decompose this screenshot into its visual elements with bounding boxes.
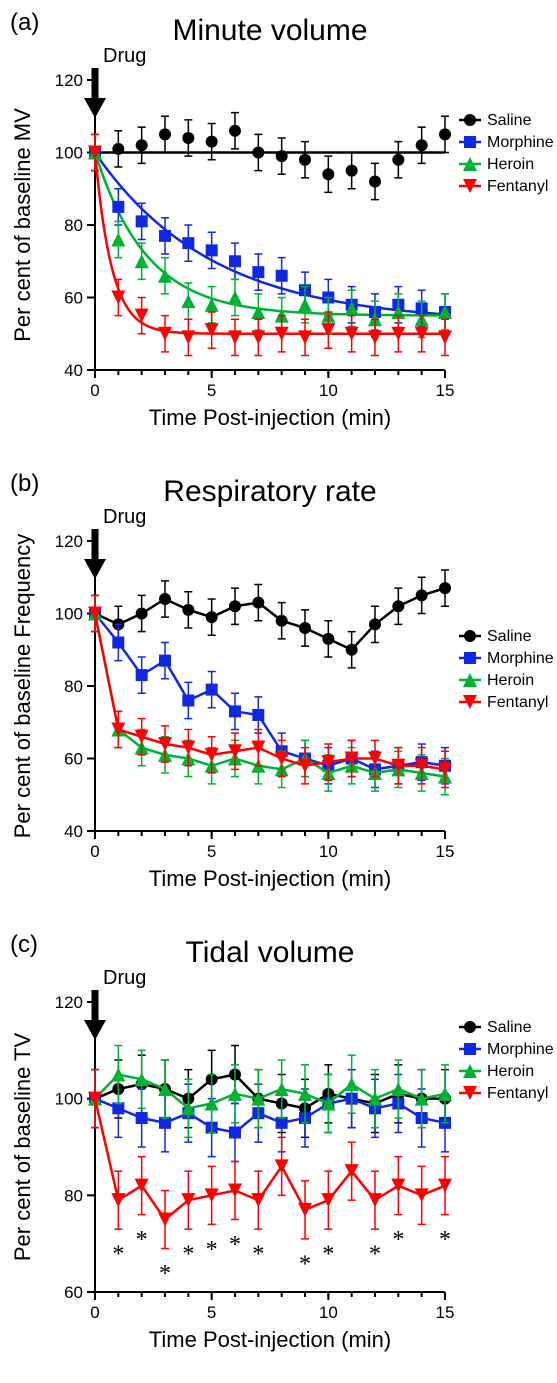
series-line-saline	[95, 588, 445, 650]
significance-marker: *	[112, 1242, 124, 1268]
y-axis-title: Per cent of baseline TV	[10, 1033, 35, 1262]
x-tick-label: 10	[319, 1303, 338, 1322]
figure-stack: (a) Minute volume 0 5 10 15 Time Post-injectio…	[0, 0, 557, 1383]
panel-b: (b) Respiratory rate 0 5 10 15 Time Post-injec…	[0, 461, 557, 922]
series-line-fentanyl	[95, 614, 445, 770]
significance-marker: *	[182, 1242, 194, 1268]
significance-marker: *	[229, 1232, 241, 1258]
y-tick-label: 100	[55, 605, 83, 624]
fit-curve-morphine	[95, 153, 445, 315]
x-tick-label: 0	[90, 381, 99, 400]
x-axis-title: Time Post-injection (min)	[149, 1327, 391, 1352]
panel-title: Minute volume	[172, 14, 367, 47]
x-tick-label: 15	[436, 1303, 455, 1322]
drug-label: Drug	[103, 45, 146, 67]
x-tick-label: 5	[207, 842, 216, 861]
legend-label-fentanyl: Fentanyl	[487, 694, 548, 711]
significance-marker: *	[439, 1227, 451, 1253]
x-tick-label: 10	[319, 381, 338, 400]
panel-letter: (c)	[10, 931, 38, 958]
y-tick-label: 120	[55, 71, 83, 90]
significance-marker: *	[322, 1242, 334, 1268]
y-tick-label: 80	[64, 677, 83, 696]
y-tick-label: 120	[55, 993, 83, 1012]
significance-marker: *	[252, 1242, 264, 1268]
y-tick-label: 60	[64, 289, 83, 308]
legend-label-morphine: Morphine	[487, 1041, 554, 1058]
panel-a: (a) Minute volume 0 5 10 15 Time Post-injectio…	[0, 0, 557, 461]
legend-label-saline: Saline	[487, 112, 532, 129]
significance-marker: *	[206, 1237, 218, 1263]
legend-label-heroin: Heroin	[487, 1063, 534, 1080]
x-tick-label: 5	[207, 1303, 216, 1322]
x-axis-title: Time Post-injection (min)	[149, 866, 391, 891]
y-tick-label: 100	[55, 144, 83, 163]
significance-marker: *	[299, 1251, 311, 1277]
y-tick-label: 60	[64, 1283, 83, 1302]
panel-letter: (b)	[10, 470, 39, 497]
x-tick-label: 15	[436, 381, 455, 400]
legend-label-morphine: Morphine	[487, 650, 554, 667]
legend-label-heroin: Heroin	[487, 156, 534, 173]
panel-c: (c) Tidal volume 0 5 10 15 Time Post-injection…	[0, 922, 557, 1383]
drug-label: Drug	[103, 967, 146, 989]
y-tick-label: 120	[55, 532, 83, 551]
panel-title: Tidal volume	[186, 936, 355, 969]
x-tick-label: 0	[90, 1303, 99, 1322]
series-line-morphine	[95, 614, 445, 770]
panel-letter: (a)	[10, 9, 39, 36]
y-tick-label: 100	[55, 1090, 83, 1109]
y-tick-label: 80	[64, 216, 83, 235]
y-tick-label: 40	[64, 822, 83, 841]
drug-arrow-icon	[84, 68, 106, 118]
legend-label-fentanyl: Fentanyl	[487, 1085, 548, 1102]
significance-marker: *	[392, 1227, 404, 1253]
x-tick-label: 15	[436, 842, 455, 861]
x-tick-label: 0	[90, 842, 99, 861]
drug-arrow-icon	[84, 990, 106, 1040]
significance-marker: *	[136, 1227, 148, 1253]
x-axis-title: Time Post-injection (min)	[149, 405, 391, 430]
panel-title: Respiratory rate	[163, 475, 376, 508]
legend-label-heroin: Heroin	[487, 672, 534, 689]
drug-label: Drug	[103, 506, 146, 528]
legend-label-fentanyl: Fentanyl	[487, 178, 548, 195]
legend-label-morphine: Morphine	[487, 134, 554, 151]
y-tick-label: 40	[64, 361, 83, 380]
x-tick-label: 5	[207, 381, 216, 400]
x-tick-label: 10	[319, 842, 338, 861]
y-tick-label: 60	[64, 750, 83, 769]
y-tick-label: 80	[64, 1186, 83, 1205]
drug-arrow-icon	[84, 529, 106, 579]
significance-marker: *	[369, 1242, 381, 1268]
fit-curve-heroin	[95, 153, 445, 316]
legend-label-saline: Saline	[487, 628, 532, 645]
legend-label-saline: Saline	[487, 1019, 532, 1036]
y-axis-title: Per cent of baseline Frequency	[10, 534, 35, 839]
significance-marker: *	[159, 1261, 171, 1287]
y-axis-title: Per cent of baseline MV	[10, 108, 35, 342]
